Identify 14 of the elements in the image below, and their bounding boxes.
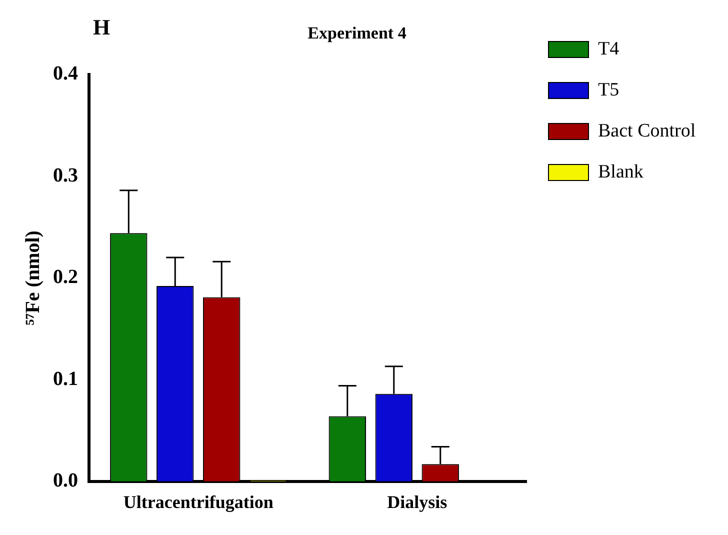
text: H: [93, 14, 110, 40]
x-tick-label: Ultracentrifugation: [123, 492, 274, 512]
chart-title: Experiment 4: [308, 24, 407, 43]
y-tick-label: 0.2: [53, 266, 78, 288]
y-tick-label: 0.3: [53, 164, 78, 186]
y-tick-label: 0.4: [53, 62, 78, 85]
legend-label: T5: [598, 79, 620, 100]
x-tick-label: Dialysis: [387, 492, 448, 512]
legend-label: Blank: [598, 161, 644, 182]
legend-label: Bact Control: [598, 120, 696, 142]
y-tick-label: 0.0: [53, 470, 78, 492]
legend-label: T4: [598, 38, 620, 60]
y-tick-label: 0.1: [53, 368, 78, 390]
y-axis-title: ⁵⁷Fe (nmol): [22, 230, 44, 326]
